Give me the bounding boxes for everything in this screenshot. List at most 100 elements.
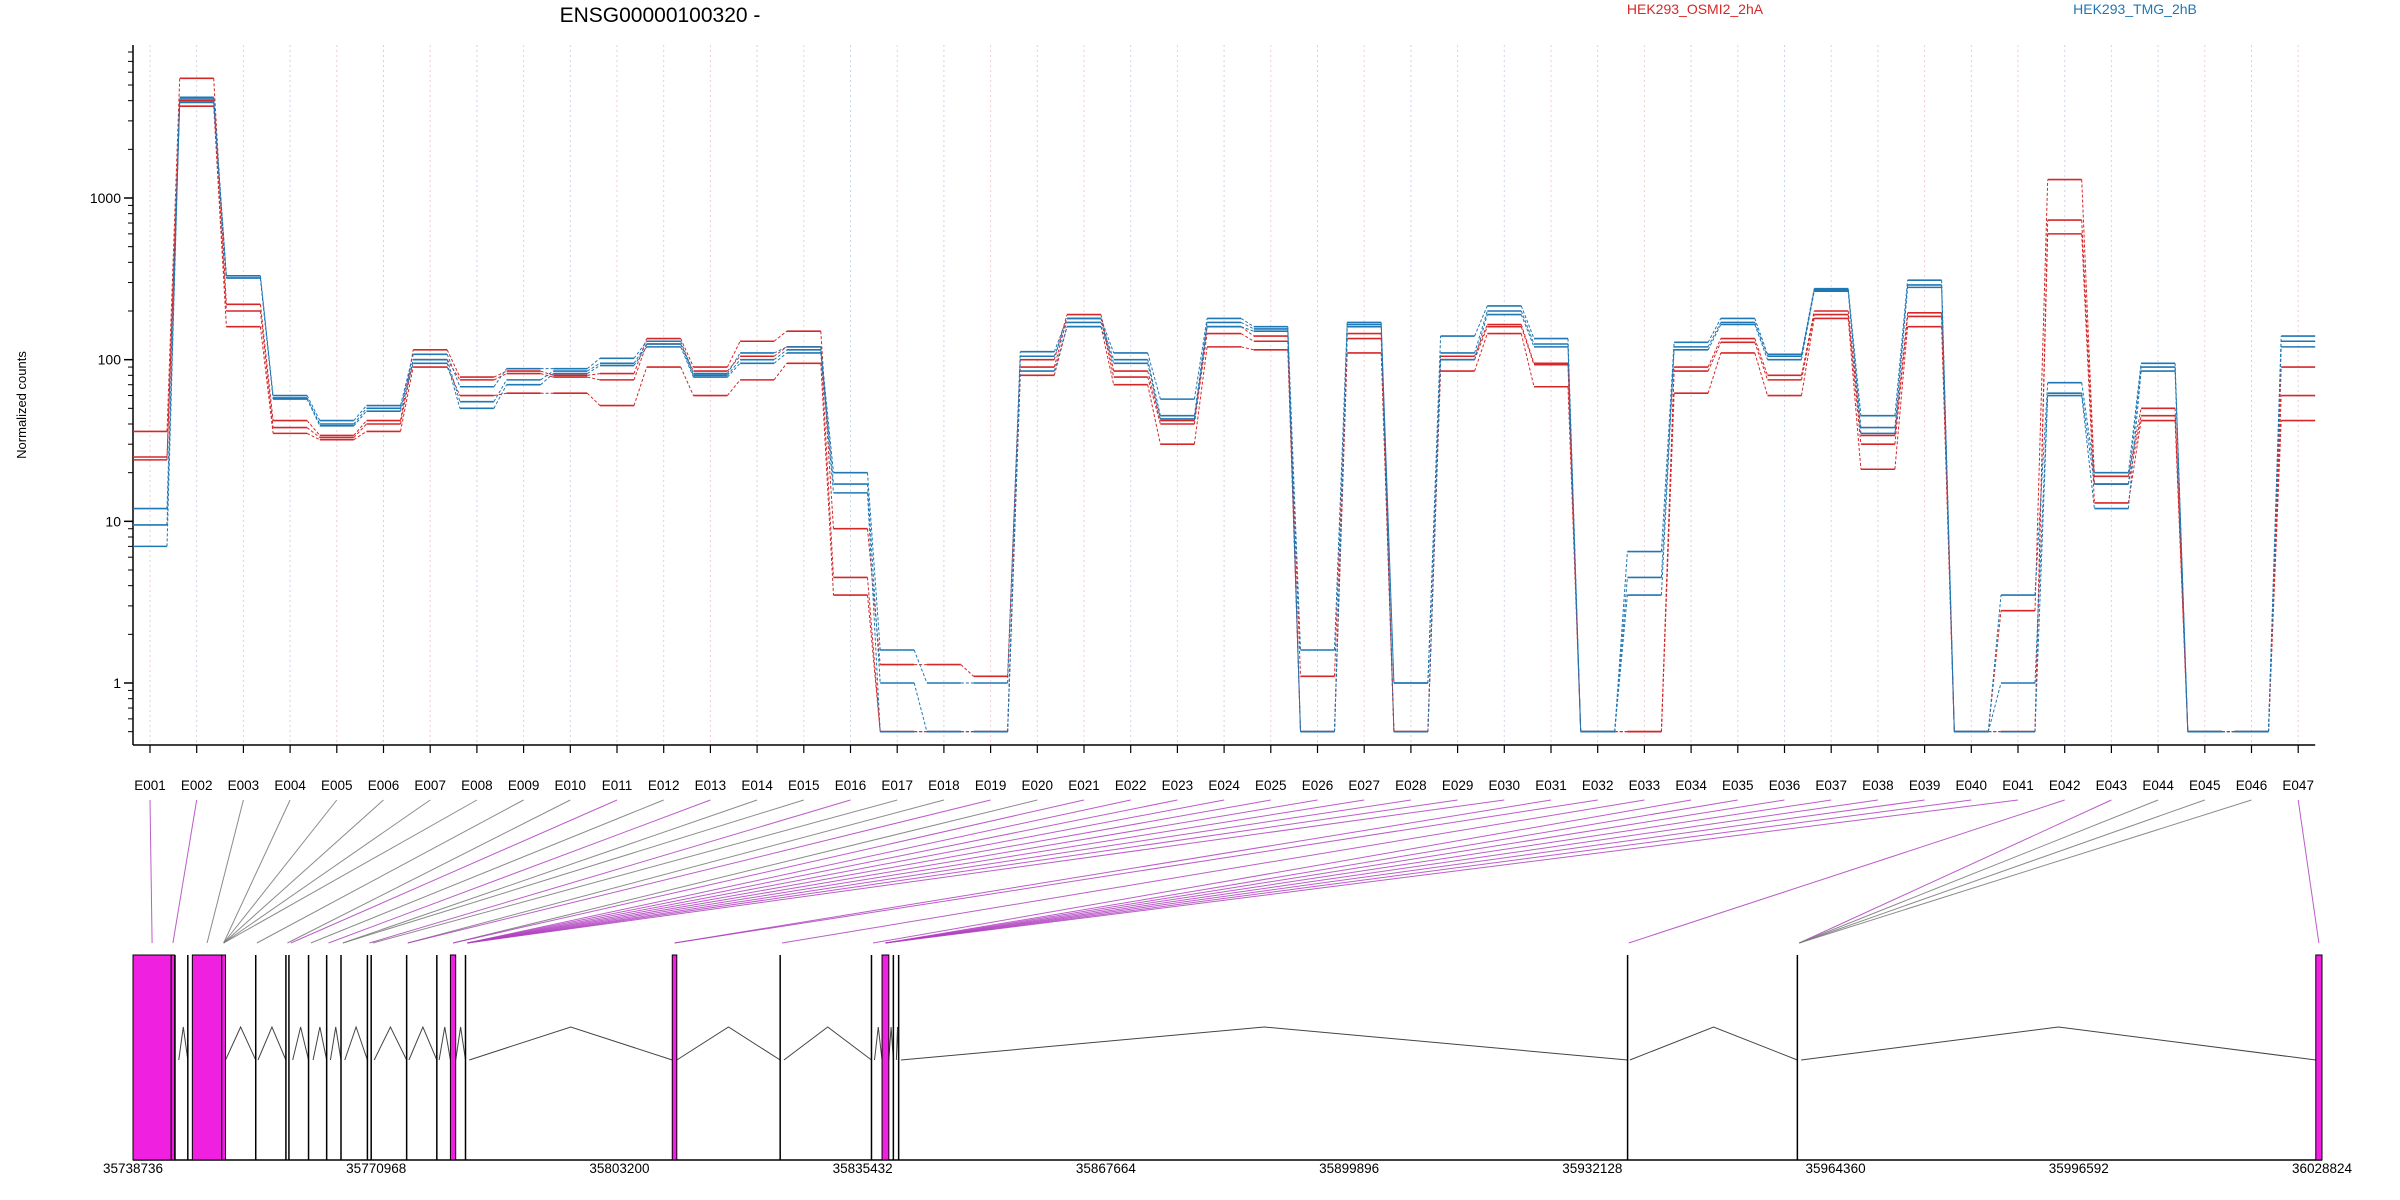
x-tick-label-E011: E011: [602, 778, 633, 793]
link-line-E036: [885, 799, 1785, 944]
x-tick-label-E005: E005: [321, 778, 353, 793]
step-connector: [1660, 342, 1675, 552]
link-line-E028: [467, 799, 1411, 944]
intron-chevron: [292, 1026, 310, 1061]
step-connector: [1147, 376, 1161, 425]
genome-tick-label: 35964360: [1806, 1161, 1866, 1176]
step-connector: [446, 363, 461, 409]
x-tick-label-E026: E026: [1302, 778, 1334, 793]
step-connector: [259, 304, 274, 421]
link-line-E015: [342, 799, 804, 944]
step-connector: [1053, 322, 1068, 357]
step-connector: [1240, 333, 1255, 342]
step-connector: [1520, 333, 1535, 387]
step-connector: [1894, 287, 1909, 434]
x-tick-label-E041: E041: [2002, 778, 2034, 793]
step-connector: [820, 352, 834, 493]
step-connector: [493, 373, 507, 381]
step-connector: [353, 410, 367, 427]
step-connector: [726, 352, 741, 374]
step-connector: [1007, 359, 1021, 677]
link-line-E039: [885, 799, 1925, 944]
x-tick-label-E043: E043: [2096, 778, 2128, 793]
intron-chevron: [1629, 1026, 1798, 1061]
plot-grid: [149, 45, 2299, 742]
step-connector: [446, 349, 461, 378]
intron-chevron: [329, 1026, 342, 1061]
x-tick-label-E036: E036: [1769, 778, 1801, 793]
intron-chevron: [783, 1026, 872, 1061]
step-connector: [2174, 371, 2189, 732]
step-connector: [400, 354, 414, 406]
x-tick-label-E046: E046: [2236, 778, 2268, 793]
step-connector: [1754, 338, 1768, 376]
step-connector: [867, 594, 881, 732]
link-line-E042: [1628, 799, 2065, 944]
step-connector: [353, 405, 367, 421]
step-connector: [1754, 324, 1768, 360]
x-tick-label-E031: E031: [1535, 778, 1567, 793]
step-connector: [1567, 346, 1582, 732]
step-connector: [1007, 371, 1021, 732]
step-connector: [1053, 326, 1068, 372]
y-tick-label: 10: [105, 513, 121, 529]
step-connector: [960, 664, 974, 677]
link-line-E030: [467, 799, 1505, 944]
step-connector: [2081, 382, 2095, 473]
step-connector: [259, 326, 274, 434]
exon-block-highlighted: [2315, 954, 2323, 1161]
link-line-E046: [1799, 799, 2252, 944]
step-connector: [1147, 363, 1161, 420]
step-connector: [586, 357, 601, 370]
link-line-E033: [781, 799, 1645, 944]
intron-chevron: [312, 1026, 328, 1061]
step-connector: [1894, 316, 1909, 445]
x-tick-label-E014: E014: [741, 778, 773, 793]
intron-chevron: [257, 1025, 287, 1061]
step-connector: [2127, 420, 2142, 503]
step-connector: [1193, 318, 1208, 400]
step-connector: [1707, 342, 1722, 372]
step-connector: [587, 376, 601, 381]
step-connector: [1474, 324, 1488, 357]
step-connector: [1147, 352, 1161, 400]
step-connector: [1707, 318, 1722, 343]
step-connector: [680, 366, 694, 396]
series-osmi2-2: [133, 105, 2316, 733]
step-connector: [1520, 310, 1535, 345]
step-connector: [587, 365, 601, 375]
link-line-E012: [310, 799, 664, 944]
x-tick-label-E025: E025: [1255, 778, 1287, 793]
step-connector: [1240, 326, 1254, 332]
link-line-E020: [452, 799, 1038, 944]
step-connector: [1894, 280, 1909, 416]
exon-block-highlighted: [191, 954, 223, 1161]
step-connector: [1007, 351, 1021, 684]
link-line-E021: [452, 799, 1085, 944]
step-connector: [2081, 393, 2095, 485]
link-line-E035: [885, 799, 1738, 944]
x-tick-label-E015: E015: [788, 778, 820, 793]
link-line-E047: [2297, 799, 2320, 944]
x-tick-label-E039: E039: [1909, 778, 1941, 793]
link-line-E005: [223, 799, 338, 944]
link-line-E010: [287, 799, 571, 944]
step-connector: [1334, 352, 1348, 732]
step-connector: [1660, 346, 1675, 578]
intron-chevron: [1801, 1026, 2316, 1061]
y-tick-label: 1: [113, 675, 121, 691]
step-connector: [1100, 318, 1115, 354]
step-connector: [1007, 375, 1021, 732]
chart-title: ENSG00000100320 -: [560, 4, 761, 27]
intron-chevron: [373, 1025, 408, 1061]
intron-chevron: [469, 1026, 673, 1061]
step-connector: [1847, 291, 1862, 434]
step-connector: [1754, 342, 1768, 381]
step-connector: [353, 430, 367, 441]
step-connector: [820, 331, 834, 529]
step-connector: [306, 395, 321, 421]
x-tick-label-E017: E017: [881, 778, 913, 793]
step-connector: [2268, 346, 2282, 732]
step-connector: [633, 366, 648, 406]
